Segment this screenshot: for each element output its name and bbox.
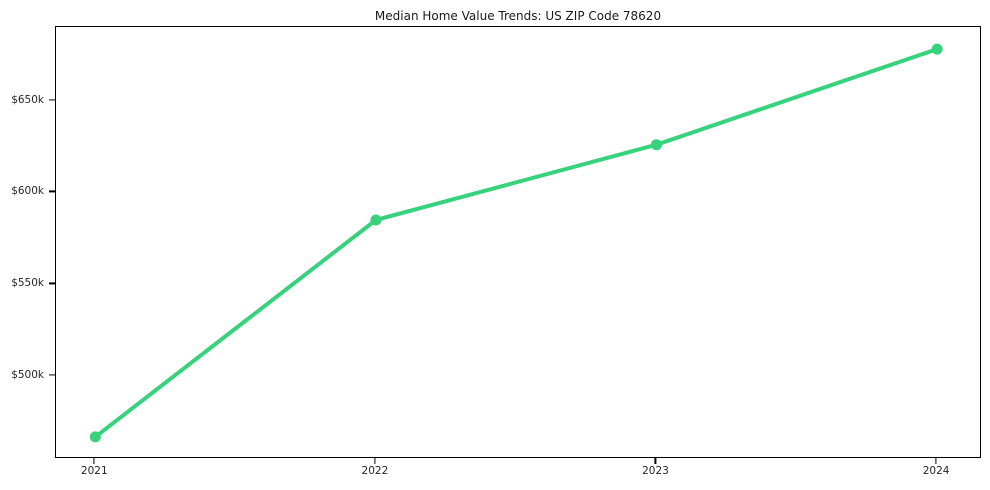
x-axis-tick-mark xyxy=(654,458,657,464)
x-axis-tick-mark xyxy=(374,458,376,464)
y-axis-tick-label: $600k xyxy=(11,185,44,198)
chart-title: Median Home Value Trends: US ZIP Code 78… xyxy=(374,9,662,23)
data-point-marker-2021 xyxy=(89,431,101,443)
y-axis-tick-mark xyxy=(48,190,55,193)
x-axis-tick-mark xyxy=(93,458,95,464)
y-axis-tick-label: $550k xyxy=(11,277,44,290)
x-axis-tick-label: 2022 xyxy=(361,465,389,477)
x-axis-tick-label: 2021 xyxy=(80,465,108,477)
plot-area xyxy=(55,26,981,458)
y-axis-tick-mark xyxy=(48,98,55,101)
y-axis-tick-label: $650k xyxy=(11,93,44,106)
data-point-marker-2024 xyxy=(931,43,943,55)
trend-line xyxy=(93,47,940,439)
y-axis-tick-mark xyxy=(48,282,55,284)
line-chart-canvas xyxy=(89,43,943,443)
data-point-marker-2023 xyxy=(651,139,662,151)
x-axis-tick-mark xyxy=(935,458,937,464)
x-axis-tick-label: 2023 xyxy=(642,465,669,477)
data-point-marker-2022 xyxy=(370,214,382,226)
y-axis-tick-label: $500k xyxy=(11,369,44,382)
y-axis-tick-mark xyxy=(48,374,55,376)
x-axis-tick-label: 2024 xyxy=(922,465,950,477)
